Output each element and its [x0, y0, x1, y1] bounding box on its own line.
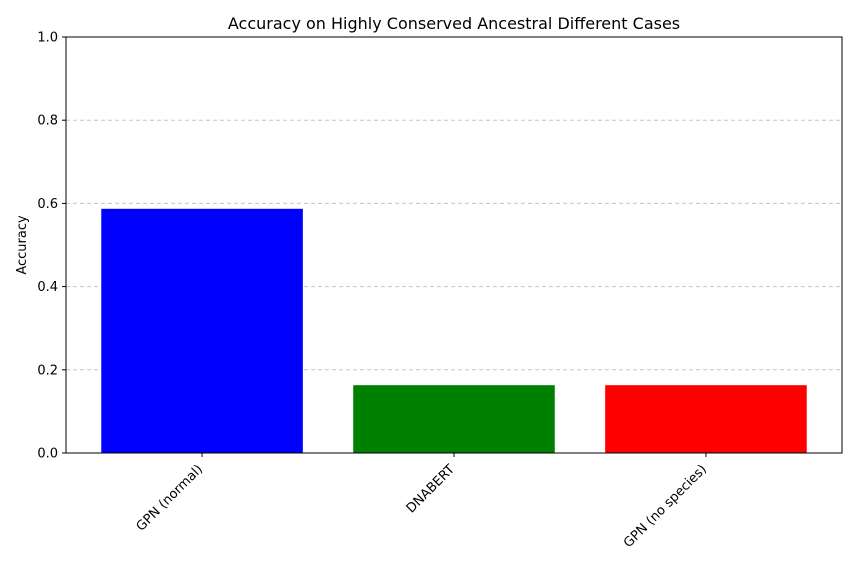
chart-title: Accuracy on Highly Conserved Ancestral D…	[228, 14, 680, 33]
x-tick-label: DNABERT	[404, 462, 458, 516]
x-tick-label: GPN (normal)	[134, 462, 206, 534]
y-tick-label: 0.8	[37, 114, 58, 129]
bar	[605, 385, 807, 453]
y-axis-ticks: 0.0 0.2 0.4 0.6 0.8 1.0	[37, 31, 66, 462]
x-axis-ticks: GPN (normal) DNABERT GPN (no species)	[134, 453, 710, 551]
y-tick-label: 1.0	[37, 31, 58, 46]
bar	[353, 385, 555, 453]
bar	[101, 208, 303, 453]
y-tick-label: 0.6	[37, 197, 58, 212]
y-axis-label: Accuracy	[15, 215, 30, 275]
x-tick-label: GPN (no species)	[621, 462, 710, 551]
bars	[101, 208, 807, 453]
y-tick-label: 0.2	[37, 363, 58, 378]
y-tick-label: 0.0	[37, 447, 58, 462]
y-tick-label: 0.4	[37, 280, 58, 295]
